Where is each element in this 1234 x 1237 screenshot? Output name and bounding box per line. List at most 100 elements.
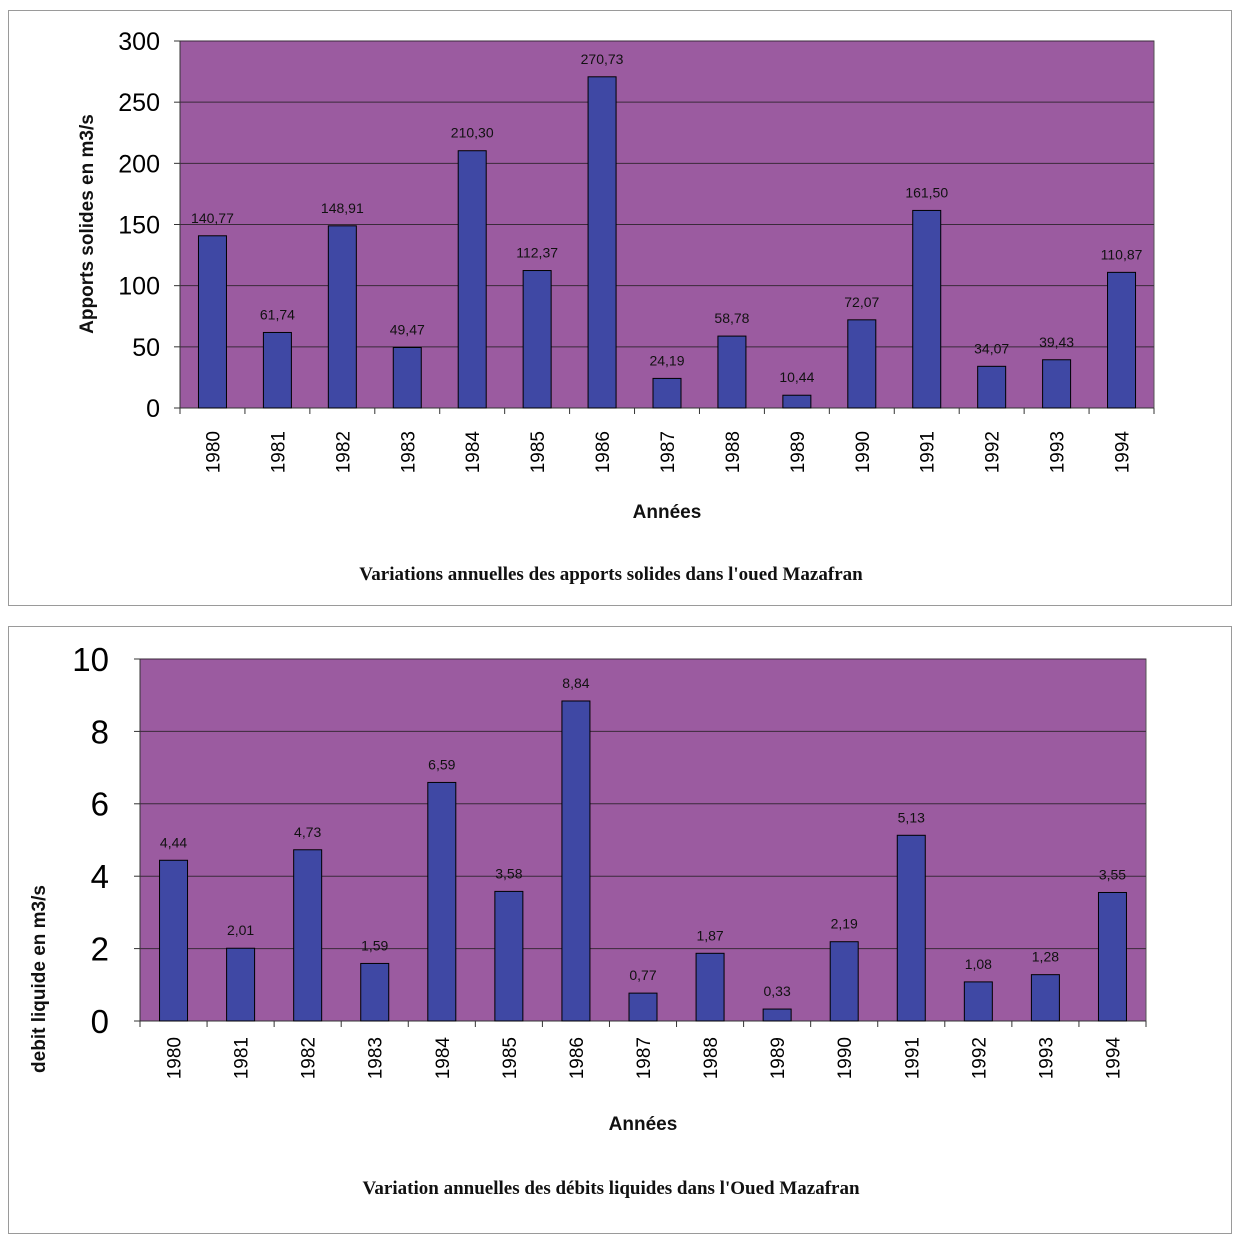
data-labels: 140,77 61,74 148,91 49,47 210,30 112,37 270,73… <box>191 51 1143 385</box>
y-tick-labels: 0 2 4 6 8 10 <box>72 641 109 1040</box>
data-label-1983: 1,59 <box>361 937 388 953</box>
bar-1988 <box>695 952 725 1022</box>
bar-1985 <box>494 890 524 1022</box>
y-tick-label: 200 <box>118 150 160 178</box>
data-label-1994: 3,55 <box>1099 866 1126 882</box>
bar-1984 <box>457 150 487 409</box>
bar-1989 <box>782 394 812 409</box>
bar-1983 <box>392 346 422 409</box>
y-tick-label: 300 <box>118 28 160 56</box>
data-label-1983: 49,47 <box>390 321 425 337</box>
bars <box>159 700 1127 1022</box>
data-label-1982: 4,73 <box>294 824 321 840</box>
x-tick-label-1992: 1992 <box>983 431 1004 473</box>
data-label-1987: 0,77 <box>629 967 656 983</box>
data-labels: 4,44 2,01 4,73 1,59 6,59 3,58 8,84 0,77 1,87 0,33… <box>160 675 1126 999</box>
chart-apports-solides: 140,77 61,74 148,91 49,47 210,30 112,37 270,73… <box>77 28 1155 585</box>
data-label-1989: 0,33 <box>764 983 791 999</box>
chart-debits-liquides: 4,44 2,01 4,73 1,59 6,59 3,58 8,84 0,77 1,87 0,33… <box>29 641 1147 1199</box>
x-axis-title: Années <box>609 1114 678 1135</box>
chart-panel-apports-solides: 140,77 61,74 148,91 49,47 210,30 112,37 270,73… <box>8 10 1232 606</box>
x-tick-label-1990: 1990 <box>835 1037 856 1079</box>
chart-panel-debits-liquides: 4,44 2,01 4,73 1,59 6,59 3,58 8,84 0,77 1,87 0,33… <box>8 626 1232 1234</box>
data-label-1986: 270,73 <box>581 51 624 67</box>
bars <box>197 76 1137 409</box>
bar-1986 <box>561 700 591 1022</box>
x-axis-title: Années <box>633 502 702 523</box>
x-tick-label-1981: 1981 <box>232 1037 253 1079</box>
bar-1994 <box>1097 891 1127 1022</box>
y-tick-label: 2 <box>91 930 109 967</box>
y-tick-label: 8 <box>91 713 109 750</box>
x-tick-label-1982: 1982 <box>299 1037 320 1079</box>
y-tick-label: 0 <box>146 395 160 423</box>
x-tick-label-1991: 1991 <box>902 1037 923 1079</box>
bar-1987 <box>628 992 658 1022</box>
bar-1987 <box>652 377 682 409</box>
bar-1980 <box>197 235 227 409</box>
x-tick-label-1985: 1985 <box>500 1037 521 1079</box>
x-tick-label-1986: 1986 <box>593 431 614 473</box>
x-tick-label-1984: 1984 <box>433 1037 454 1080</box>
bar-1981 <box>262 331 292 409</box>
y-tick-label: 4 <box>91 858 109 895</box>
bar-1992 <box>963 981 993 1022</box>
data-label-1991: 5,13 <box>898 809 925 825</box>
x-tick-label-1987: 1987 <box>634 1037 655 1079</box>
bar-1983 <box>360 962 390 1022</box>
data-label-1987: 24,19 <box>649 352 684 368</box>
x-tick-label-1989: 1989 <box>788 431 809 473</box>
chart-caption: Variation annuelles des débits liquides … <box>362 1178 860 1199</box>
x-tick-label-1981: 1981 <box>268 431 289 473</box>
data-label-1981: 61,74 <box>260 306 295 322</box>
x-tick-label-1993: 1993 <box>1048 431 1069 473</box>
x-tick-label-1989: 1989 <box>768 1037 789 1079</box>
bar-1988 <box>717 335 747 409</box>
data-label-1990: 2,19 <box>831 916 858 932</box>
bar-1991 <box>912 209 942 409</box>
y-tick-label: 6 <box>91 786 109 823</box>
bar-1993 <box>1030 974 1060 1022</box>
x-tick-label-1990: 1990 <box>853 431 874 473</box>
data-label-1993: 1,28 <box>1032 949 1059 965</box>
bar-1990 <box>829 941 859 1022</box>
data-label-1980: 4,44 <box>160 834 187 850</box>
data-label-1984: 210,30 <box>451 125 494 141</box>
x-tick-labels: 1980 1981 1982 1983 1984 1985 1986 1987 1988 1989… <box>139 1021 1147 1080</box>
bar-1985 <box>522 270 552 409</box>
x-tick-label-1983: 1983 <box>366 1037 387 1079</box>
data-label-1986: 8,84 <box>562 675 589 691</box>
bar-1980 <box>159 859 189 1022</box>
data-label-1994: 110,87 <box>1101 246 1143 262</box>
data-label-1985: 112,37 <box>516 245 558 261</box>
bar-1992 <box>977 365 1007 409</box>
data-label-1982: 148,91 <box>321 200 364 216</box>
y-axis-title: Apports solides en m3/s <box>77 114 98 334</box>
x-tick-label-1986: 1986 <box>567 1037 588 1079</box>
x-tick-label-1993: 1993 <box>1036 1037 1057 1079</box>
data-label-1988: 58,78 <box>714 310 749 326</box>
bar-1991 <box>896 834 926 1022</box>
y-tick-label: 100 <box>118 273 160 301</box>
x-tick-label-1992: 1992 <box>969 1037 990 1079</box>
chart-caption: Variations annuelles des apports solides… <box>359 564 863 585</box>
y-tick-label: 250 <box>118 89 160 117</box>
x-tick-label-1985: 1985 <box>528 431 549 473</box>
x-tick-label-1994: 1994 <box>1113 431 1134 474</box>
bar-1993 <box>1042 359 1072 409</box>
data-label-1990: 72,07 <box>844 294 879 310</box>
y-axis-title: debit liquide en m3/s <box>29 885 50 1073</box>
data-label-1981: 2,01 <box>227 922 254 938</box>
bar-1986 <box>587 76 617 409</box>
data-label-1993: 39,43 <box>1039 334 1074 350</box>
x-tick-label-1983: 1983 <box>398 431 419 473</box>
data-label-1988: 1,87 <box>696 927 723 943</box>
y-tick-label: 0 <box>91 1003 109 1040</box>
data-label-1984: 6,59 <box>428 756 455 772</box>
x-tick-label-1982: 1982 <box>333 431 354 473</box>
y-tick-label: 10 <box>72 641 109 678</box>
x-tick-label-1984: 1984 <box>463 431 484 474</box>
data-label-1991: 161,50 <box>905 184 948 200</box>
y-tick-labels: 0 50 100 150 200 250 300 <box>118 28 160 423</box>
bar-1994 <box>1107 271 1137 409</box>
